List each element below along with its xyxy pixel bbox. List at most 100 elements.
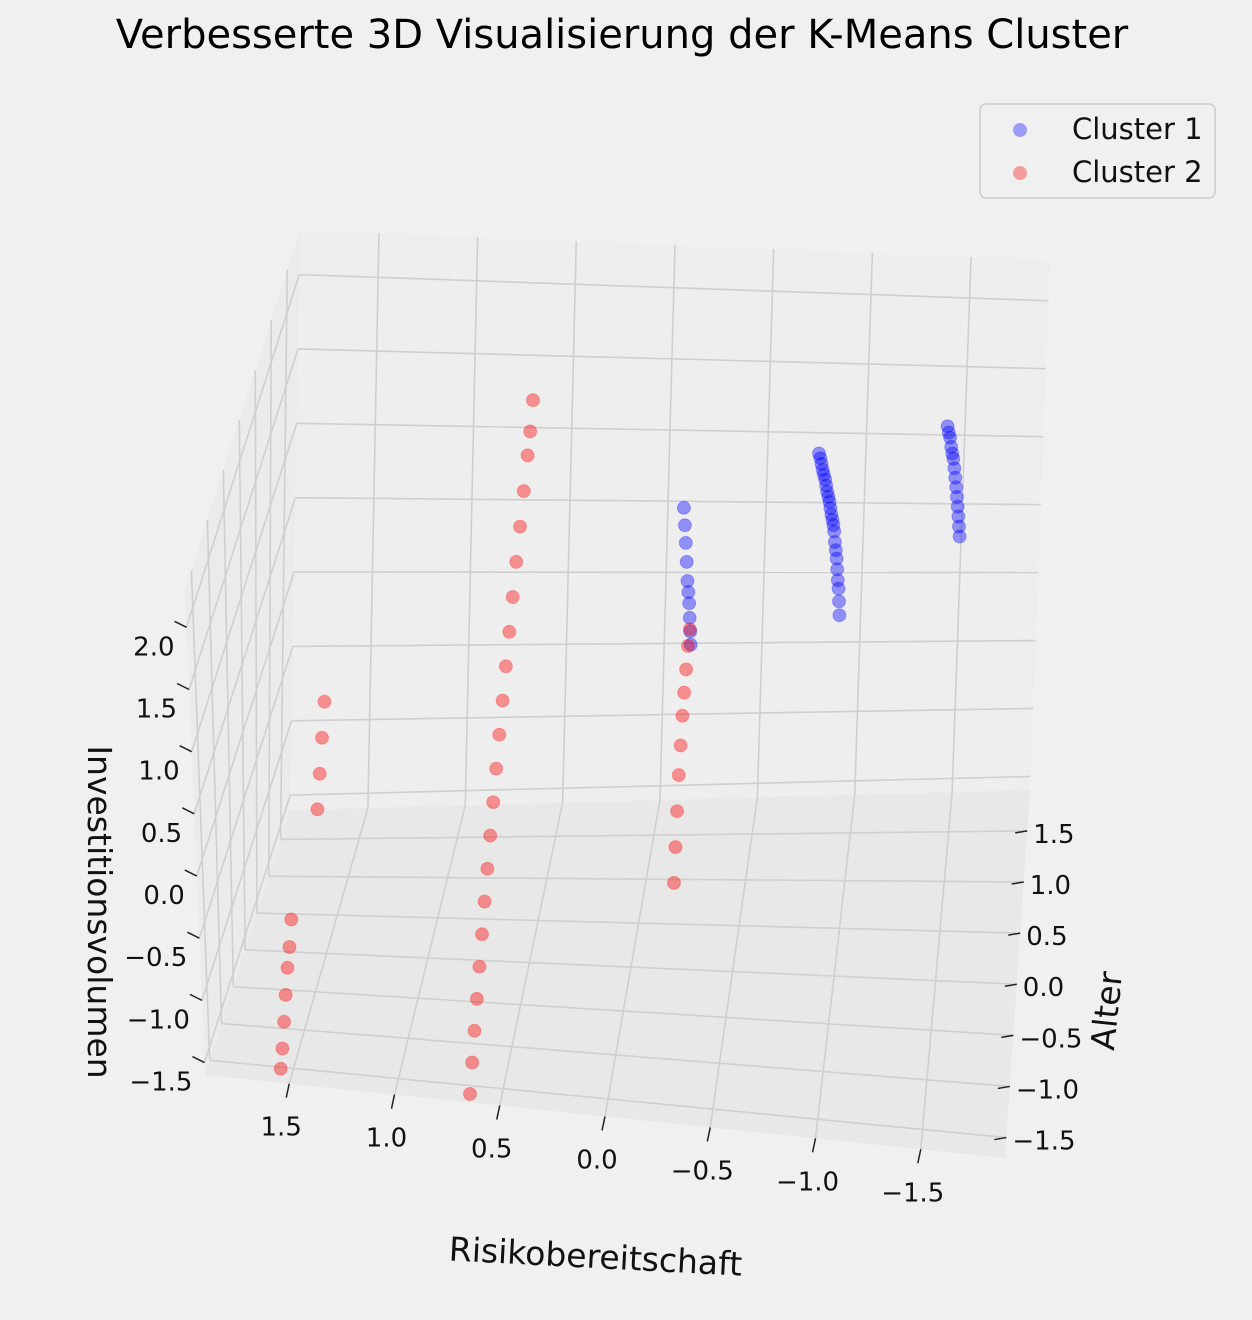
x-tick-mark — [917, 1149, 922, 1164]
data-point-cluster-2 — [677, 685, 692, 700]
grid-line-y-floor — [209, 1059, 1007, 1139]
data-point-cluster-2 — [526, 393, 540, 408]
data-point-cluster-1 — [678, 535, 693, 550]
data-point-cluster-1 — [945, 446, 960, 461]
data-point-cluster-1 — [830, 562, 845, 577]
grid-line-x-floor — [604, 799, 661, 1117]
data-point-cluster-2 — [315, 730, 329, 745]
data-point-cluster-2 — [509, 554, 524, 569]
back-pane — [290, 230, 1050, 810]
data-point-cluster-1 — [823, 501, 838, 516]
data-point-cluster-2 — [312, 766, 327, 781]
y-tick-mark — [1015, 830, 1028, 834]
x-tick-label: −0.5 — [671, 1156, 734, 1186]
data-point-cluster-2 — [284, 912, 299, 927]
z-tick-mark — [179, 744, 193, 753]
z-tick-label: 2.0 — [133, 632, 174, 662]
data-point-cluster-1 — [680, 574, 695, 588]
data-point-cluster-1 — [812, 446, 826, 461]
data-point-cluster-1 — [832, 594, 846, 609]
grid-line-x-floor — [919, 792, 953, 1150]
data-point-cluster-1 — [818, 472, 833, 487]
data-point-cluster-1 — [943, 430, 958, 445]
data-point-cluster-2 — [310, 802, 325, 817]
data-point-cluster-1 — [948, 470, 963, 485]
data-point-cluster-2 — [675, 708, 690, 723]
grid-line-z-left — [185, 274, 300, 628]
grid-line-z-back — [292, 639, 1036, 648]
data-point-cluster-1 — [825, 512, 840, 527]
data-point-cluster-1 — [826, 518, 841, 532]
data-point-cluster-1 — [819, 478, 834, 493]
y-tick-label: 0.0 — [1023, 973, 1064, 1003]
y-tick-mark — [1001, 1034, 1014, 1039]
grid-line-z-left — [198, 646, 294, 939]
legend-label-cluster-1: Cluster 1 — [1072, 112, 1203, 146]
grid-line-y-floor — [233, 985, 1014, 1037]
z-tick-mark — [174, 620, 187, 628]
data-point-cluster-1 — [824, 507, 839, 522]
grid-line-y-floor — [268, 875, 1024, 883]
x-tick-label: −1.0 — [776, 1167, 839, 1197]
grid-line-x-back — [853, 252, 874, 795]
data-point-cluster-2 — [282, 940, 297, 954]
floor-pane — [205, 790, 1030, 1158]
y-tick-label: 1.5 — [1033, 820, 1074, 850]
x-tick-mark — [496, 1105, 501, 1120]
grid-line-z-left — [193, 497, 297, 815]
grid-line-z-back — [290, 775, 1031, 796]
data-point-cluster-2 — [495, 693, 510, 708]
data-point-cluster-1 — [941, 425, 956, 440]
y-tick-label: −1.0 — [1016, 1075, 1079, 1105]
x-tick-label: 1.5 — [261, 1113, 302, 1143]
data-point-cluster-1 — [946, 451, 961, 466]
grid-line-z-back — [296, 422, 1044, 438]
grid-line-x-back — [951, 256, 972, 793]
grid-line-y-floor — [221, 1022, 1010, 1088]
data-point-cluster-2 — [671, 768, 686, 783]
y-tick-label: −1.5 — [1012, 1127, 1075, 1157]
grid-line-z-back — [299, 273, 1049, 302]
grid-line-z-left — [203, 794, 292, 1063]
grid-line-x-back — [756, 248, 775, 798]
grid-line-z-back — [297, 348, 1046, 370]
y-tick-mark — [997, 1085, 1010, 1090]
z-tick-label: 0.5 — [141, 819, 182, 849]
z-axis-label: Investitionsvolumen — [80, 745, 119, 1078]
z-tick-label: −1.5 — [129, 1068, 192, 1098]
data-point-cluster-2 — [278, 987, 293, 1002]
z-tick-mark — [181, 807, 195, 815]
data-point-cluster-1 — [682, 596, 697, 611]
data-point-cluster-2 — [275, 1041, 290, 1056]
data-point-cluster-1 — [813, 451, 828, 466]
data-point-cluster-2 — [477, 894, 492, 909]
data-point-cluster-1 — [827, 524, 842, 539]
data-point-cluster-1 — [683, 637, 698, 652]
grid-line-x-floor — [288, 807, 369, 1084]
y-tick-label: 1.0 — [1030, 871, 1071, 901]
data-point-cluster-1 — [679, 554, 694, 569]
data-point-cluster-2 — [486, 795, 501, 810]
grid-line-y-left — [267, 319, 273, 877]
data-point-cluster-2 — [502, 624, 517, 639]
data-point-cluster-2 — [492, 727, 507, 742]
data-point-cluster-1 — [952, 519, 966, 534]
data-point-cluster-1 — [814, 457, 829, 471]
grid-line-x-back — [464, 237, 479, 806]
data-point-cluster-1 — [949, 490, 964, 504]
data-point-cluster-1 — [944, 439, 959, 454]
data-point-cluster-2 — [273, 1061, 288, 1076]
data-point-cluster-2 — [465, 1055, 480, 1070]
data-point-cluster-1 — [947, 461, 962, 476]
data-point-cluster-1 — [940, 419, 955, 434]
data-point-cluster-1 — [815, 462, 830, 477]
grid-line-y-left — [206, 519, 223, 1024]
axes-panes — [185, 230, 1050, 1158]
x-tick-mark — [390, 1094, 396, 1109]
data-point-cluster-1 — [949, 480, 964, 495]
legend-marker-cluster-2 — [1013, 166, 1027, 180]
data-point-cluster-1 — [828, 543, 843, 558]
grid-line-x-floor — [393, 805, 467, 1095]
data-point-cluster-2 — [463, 1087, 477, 1101]
